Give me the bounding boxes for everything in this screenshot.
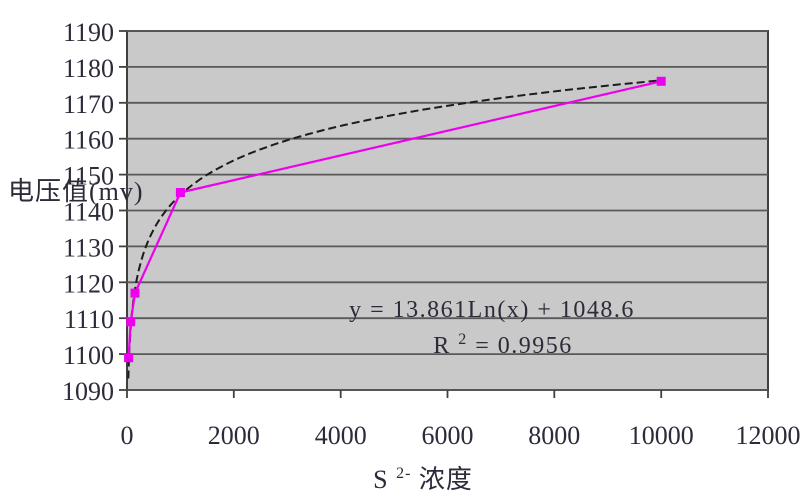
y-axis-title: 电压值(mv) bbox=[8, 177, 144, 206]
x-tick-label: 4000 bbox=[315, 421, 367, 450]
r-squared-superscript: 2 bbox=[458, 331, 468, 348]
y-tick-label: 1150 bbox=[63, 162, 114, 191]
y-tick-label: 1090 bbox=[62, 377, 114, 406]
x-tick-label: 12000 bbox=[736, 421, 801, 450]
x-tick-label: 10000 bbox=[629, 421, 694, 450]
y-tick-label: 1180 bbox=[63, 54, 114, 83]
y-tick-label: 1160 bbox=[63, 126, 114, 155]
y-tick-label: 1110 bbox=[64, 305, 114, 334]
x-axis-title: S 2- 浓度 bbox=[373, 455, 473, 494]
y-tick-label: 1190 bbox=[63, 18, 114, 47]
y-tick-label: 1140 bbox=[63, 198, 114, 227]
trendline-equation: y = 13.861Ln(x) + 1048.6 bbox=[349, 297, 635, 323]
y-tick-label: 1170 bbox=[63, 90, 114, 119]
data-point-marker bbox=[124, 353, 134, 363]
y-tick-label: 1120 bbox=[63, 269, 114, 298]
y-tick-label: 1100 bbox=[63, 341, 114, 370]
data-point-marker bbox=[656, 76, 666, 86]
data-point-marker bbox=[130, 288, 140, 298]
x-tick-label: 8000 bbox=[528, 421, 580, 450]
r-squared-rest: = 0.9956 bbox=[475, 333, 573, 359]
r-squared-base: R bbox=[433, 333, 451, 359]
plot-area: 1090 1100 1110 1120 1130 1140 1150 1160 1170 1180… bbox=[62, 18, 801, 450]
x-tick-label: 6000 bbox=[422, 421, 474, 450]
x-tick-label: 2000 bbox=[208, 421, 260, 450]
x-axis-title-base: S bbox=[373, 465, 388, 494]
x-tick-label: 0 bbox=[121, 421, 134, 450]
x-axis-title-superscript: 2- bbox=[396, 465, 411, 482]
data-point-marker bbox=[175, 188, 185, 197]
data-point-marker bbox=[126, 317, 136, 327]
y-tick-label: 1130 bbox=[63, 233, 114, 262]
x-axis-title-rest: 浓度 bbox=[419, 465, 473, 494]
r-squared-label: R 2 = 0.9956 bbox=[433, 324, 573, 359]
